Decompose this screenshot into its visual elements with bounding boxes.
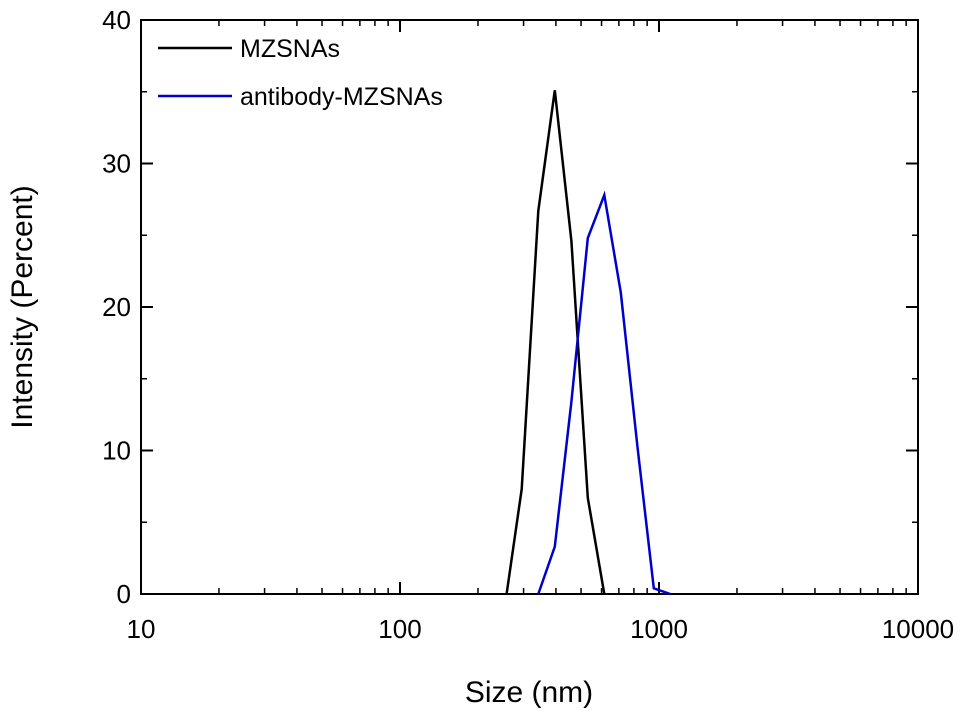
x-tick-label: 100 xyxy=(378,614,421,644)
axis-ticks: 10 100 1000 10000 0 10 20 30 40 xyxy=(102,5,954,644)
y-axis-title: Intensity (Percent) xyxy=(6,185,39,428)
x-tick-label: 10 xyxy=(127,614,156,644)
series-line-2 xyxy=(537,190,671,596)
x-tick-label: 1000 xyxy=(630,614,688,644)
y-tick-label: 40 xyxy=(102,5,131,35)
y-tick-label: 30 xyxy=(102,149,131,179)
x-tick-label: 10000 xyxy=(882,614,954,644)
y-tick-label: 0 xyxy=(117,579,131,609)
y-tick-label: 20 xyxy=(102,292,131,322)
legend-label-2: antibody-MZSNAs xyxy=(240,83,443,111)
legend: MZSNAs antibody-MZSNAs xyxy=(158,35,443,111)
legend-label-1: MZSNAs xyxy=(240,35,340,63)
data-series xyxy=(505,90,671,596)
y-tick-label: 10 xyxy=(102,436,131,466)
x-axis-title: Size (nm) xyxy=(465,676,593,709)
series-line-1 xyxy=(505,90,606,595)
